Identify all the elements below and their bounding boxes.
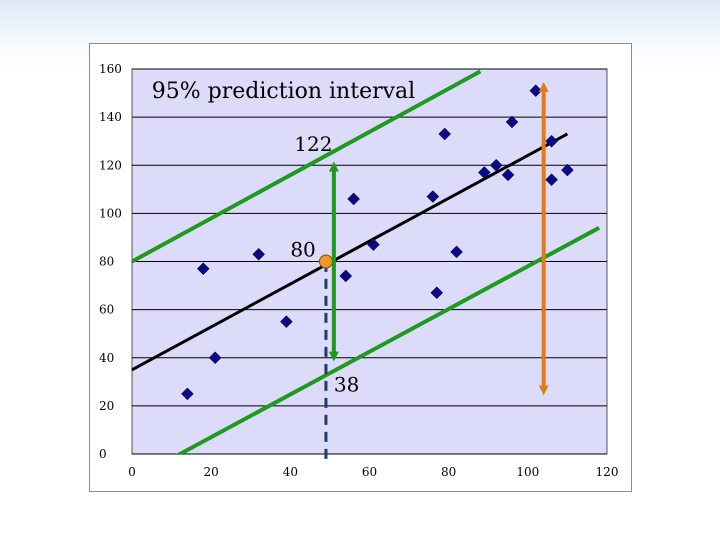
data-point <box>252 247 266 261</box>
x-tick-label: 80 <box>441 465 456 479</box>
y-tick-label: 40 <box>99 351 114 365</box>
x-tick-label: 120 <box>596 465 619 479</box>
figure-frame: 0 20 40 60 80 100 120 140 160 0 20 40 60 80 100 120 95… <box>89 43 632 492</box>
x-tick-label: 40 <box>283 465 298 479</box>
scatter-chart: 0 20 40 60 80 100 120 140 160 0 20 40 60 80 100 120 95… <box>99 62 618 479</box>
regression-line-group <box>131 132 569 372</box>
x-tick-label: 60 <box>362 465 377 479</box>
annotation-label: 122 <box>294 132 332 156</box>
data-point <box>426 190 440 203</box>
upper-prediction-line <box>132 69 482 264</box>
annotations: 95% prediction interval 122 80 38 <box>152 79 415 397</box>
x-tick-label: 20 <box>204 465 219 479</box>
y-tick-label: 100 <box>99 206 122 220</box>
lower-prediction-line <box>175 226 601 454</box>
data-point <box>367 238 380 252</box>
data-point <box>438 127 452 141</box>
data-point <box>208 351 222 365</box>
data-point <box>450 245 463 259</box>
y-tick-label: 120 <box>99 158 122 172</box>
data-points <box>181 84 574 401</box>
y-tick-label: 20 <box>99 399 114 413</box>
y-tick-label: 80 <box>99 255 114 269</box>
y-tick-label: 140 <box>99 110 122 124</box>
data-point <box>561 163 574 177</box>
y-tick-label: 160 <box>99 62 122 76</box>
annotation-label: 38 <box>334 372 359 396</box>
data-point <box>181 387 194 401</box>
y-tick-label: 60 <box>99 303 114 317</box>
regression-line <box>131 132 569 372</box>
data-point <box>501 168 515 182</box>
x-tick-label: 100 <box>516 465 539 479</box>
annotation-label: 95% prediction interval <box>152 79 415 104</box>
interval-arrows <box>328 82 549 396</box>
data-point <box>196 262 210 276</box>
prediction-bands <box>132 69 601 454</box>
y-tick-label: 0 <box>99 447 107 461</box>
y-axis-ticks: 0 20 40 60 80 100 120 140 160 <box>99 62 122 461</box>
gridlines <box>132 68 607 455</box>
annotation-label: 80 <box>290 238 315 262</box>
x-tick-label: 0 <box>128 465 136 479</box>
data-point <box>280 315 293 329</box>
data-point <box>477 166 491 179</box>
data-point <box>430 286 444 300</box>
data-point <box>505 115 519 129</box>
data-point <box>347 192 361 206</box>
x-axis-ticks: 0 20 40 60 80 100 120 <box>128 465 618 479</box>
highlight-point <box>318 254 333 269</box>
data-point <box>489 158 503 172</box>
data-point <box>339 269 353 283</box>
